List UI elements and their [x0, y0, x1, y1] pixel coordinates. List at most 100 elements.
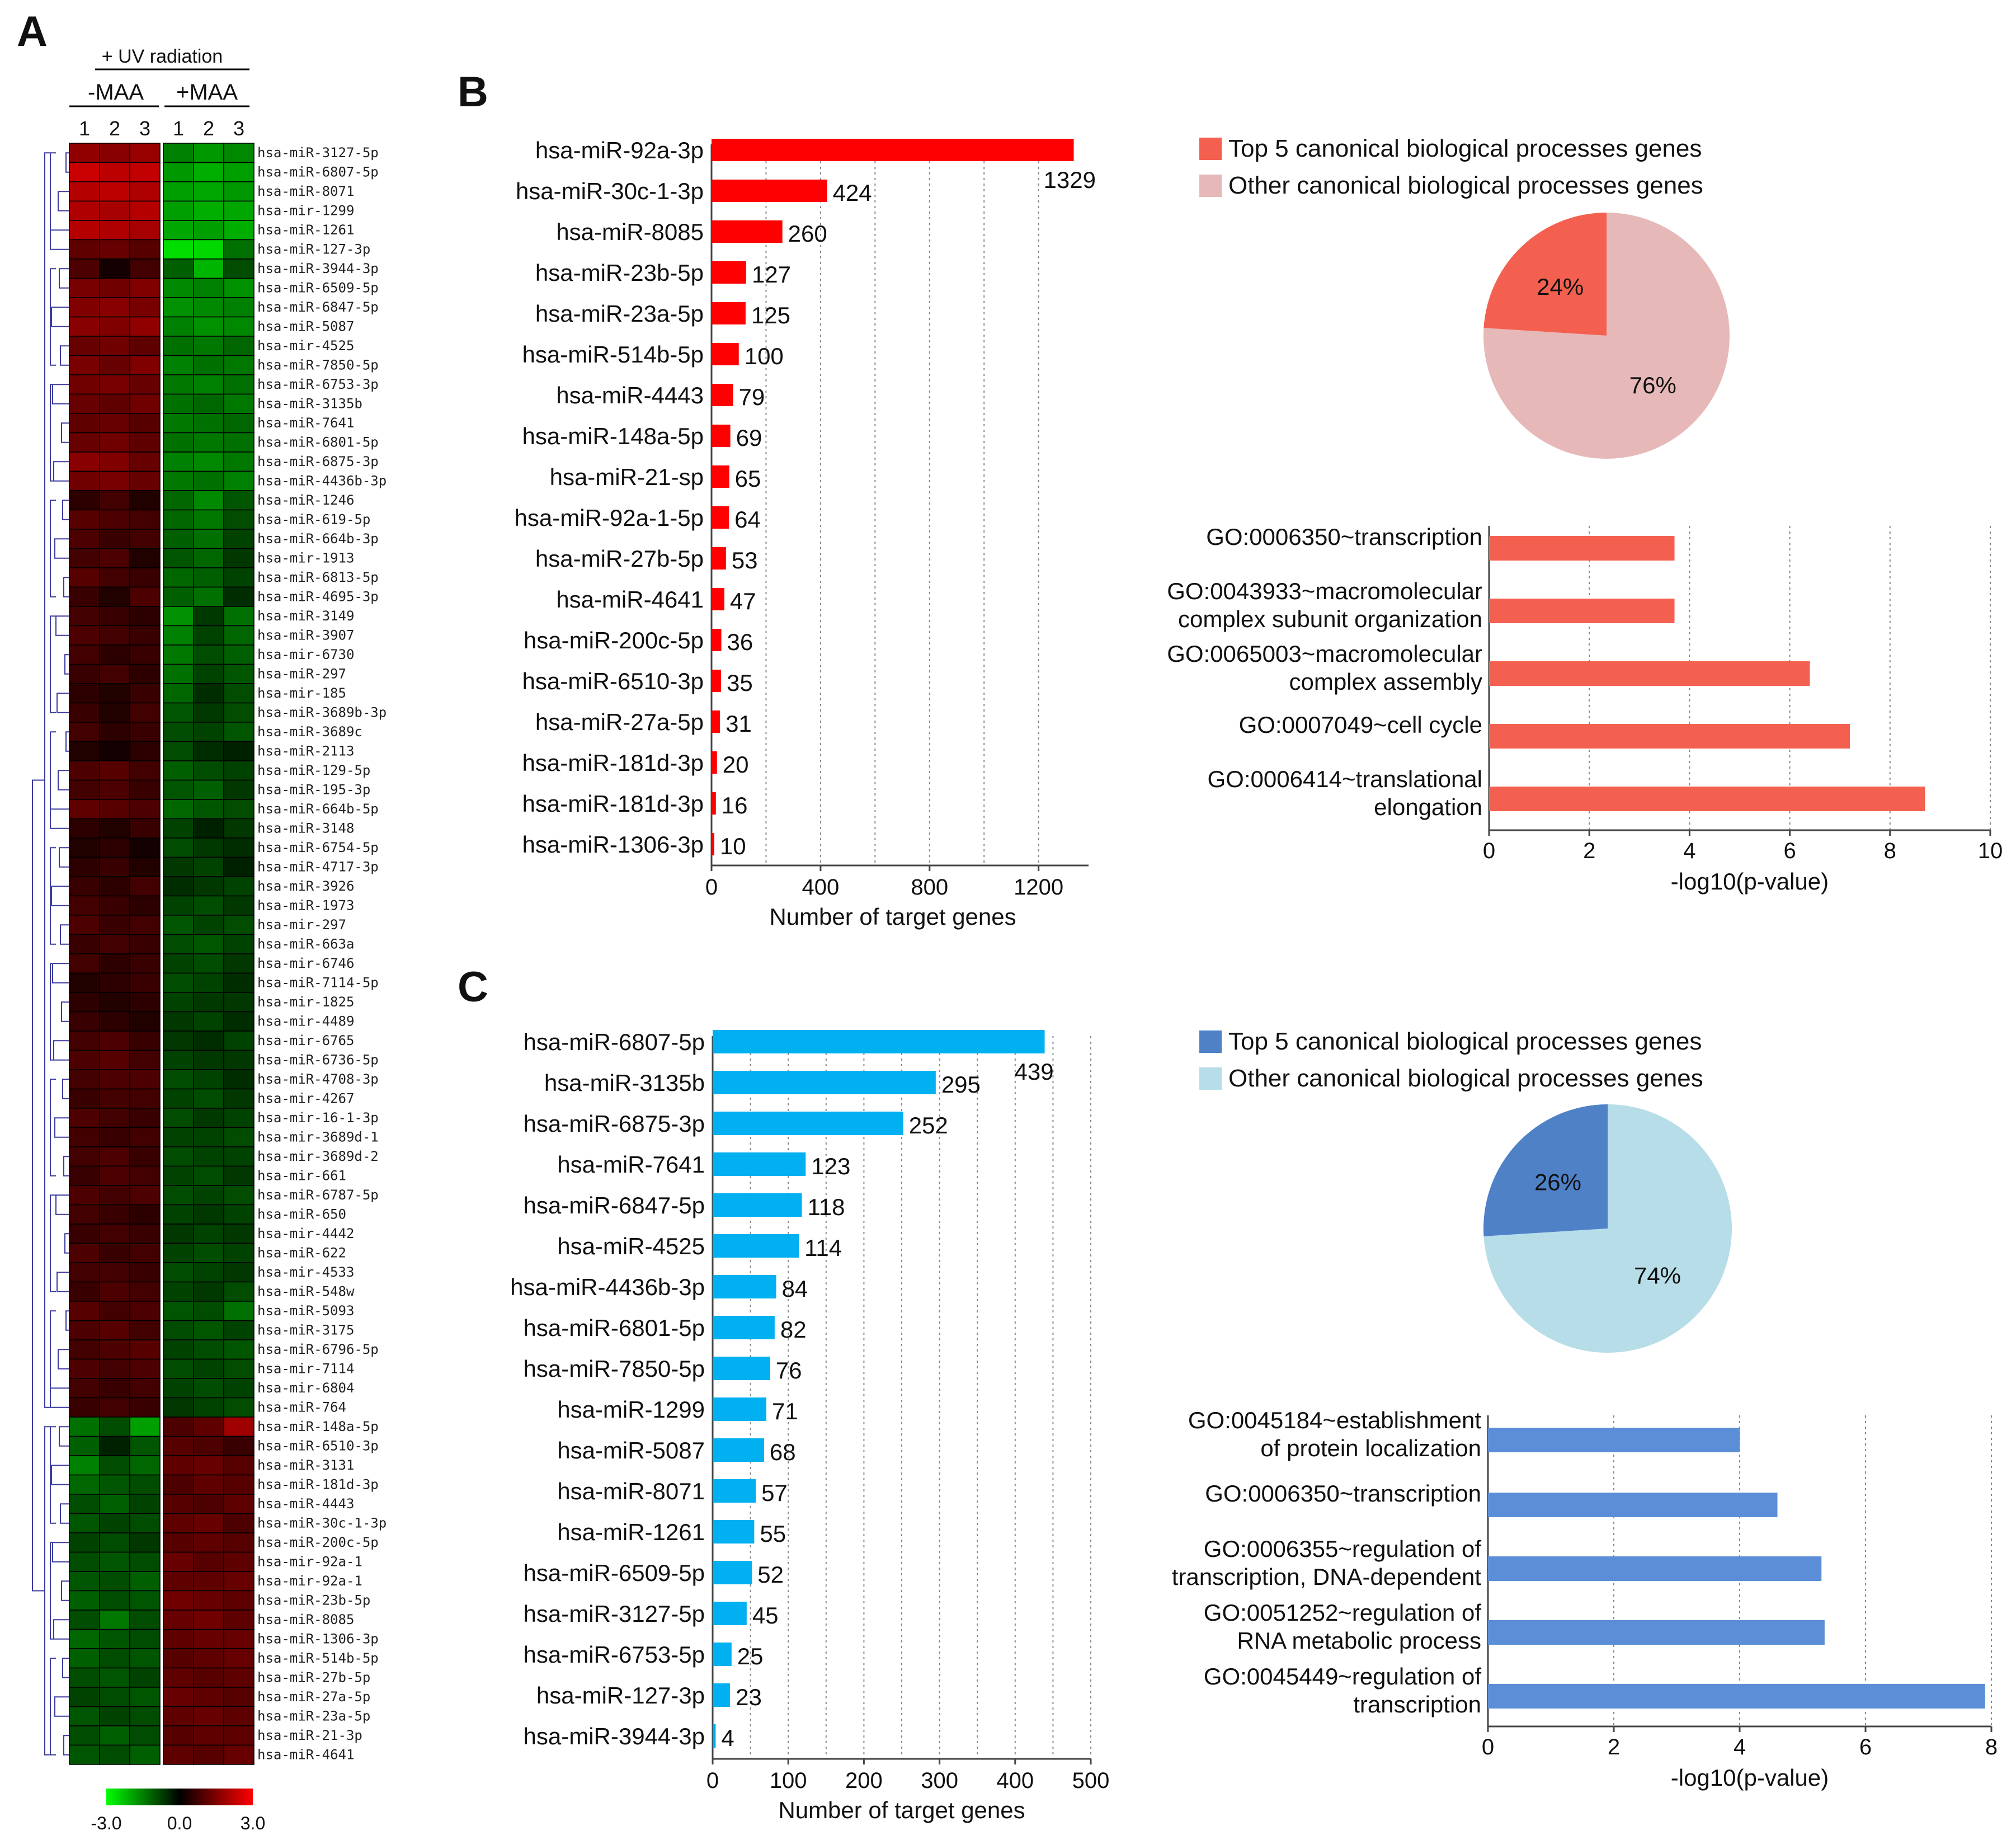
heatmap-cell — [129, 1146, 161, 1167]
heatmap-cell — [193, 934, 224, 954]
heatmap-cell — [223, 702, 255, 723]
heatmap-cell — [129, 162, 161, 182]
colorbar-max: 3.0 — [241, 1813, 265, 1833]
heatmap-cell — [163, 876, 194, 897]
heatmap-cell — [99, 1687, 130, 1707]
bar — [712, 180, 827, 202]
bar — [713, 1520, 755, 1543]
heatmap-cell — [69, 1397, 100, 1418]
value-label: 71 — [772, 1398, 798, 1424]
heatmap-cell — [69, 1358, 100, 1379]
replicate-label: 1 — [79, 117, 90, 140]
heatmap-cell — [193, 548, 224, 568]
heatmap-row-label: hsa-miR-181d-3p — [257, 1476, 379, 1492]
heatmap-row-label: hsa-miR-4708-3p — [257, 1071, 379, 1087]
heatmap-row-label: hsa-mir-661 — [257, 1168, 346, 1183]
heatmap-cell — [223, 220, 255, 241]
category-label: hsa-miR-4525 — [557, 1233, 705, 1259]
heatmap-row-label: hsa-miR-6510-3p — [257, 1438, 379, 1453]
heatmap-cell — [193, 1127, 224, 1147]
heatmap-cell — [99, 779, 130, 800]
heatmap-cell — [193, 1108, 224, 1128]
pie-slice — [1483, 213, 1607, 336]
value-label: 35 — [727, 670, 753, 696]
x-tick-label: 300 — [921, 1768, 958, 1793]
x-tick-label: 100 — [770, 1768, 807, 1793]
heatmap-cell — [193, 625, 224, 646]
bar — [712, 465, 729, 488]
bar — [713, 1438, 764, 1462]
heatmap-cell — [163, 490, 194, 511]
heatmap-cell — [223, 606, 255, 627]
category-label: hsa-miR-200c-5p — [524, 627, 704, 653]
heatmap-cell — [129, 1667, 161, 1688]
heatmap-cell — [129, 1030, 161, 1051]
heatmap-cell — [99, 683, 130, 704]
heatmap-cell — [193, 606, 224, 627]
panel-c-pie-chart: Top 5 canonical biological processes gen… — [1199, 1028, 1732, 1353]
legend-swatch — [1199, 1067, 1222, 1090]
heatmap-cell — [129, 1165, 161, 1186]
bar — [713, 1724, 716, 1748]
heatmap-cell — [223, 490, 255, 511]
heatmap-cell — [163, 895, 194, 916]
heatmap-cell — [99, 1474, 130, 1495]
heatmap-cell — [223, 1397, 255, 1418]
heatmap-cell — [223, 1532, 255, 1553]
heatmap-cell — [193, 953, 224, 974]
heatmap-cell — [163, 1687, 194, 1707]
heatmap-cell — [99, 1378, 130, 1399]
heatmap-cell — [223, 374, 255, 395]
heatmap-cell — [69, 355, 100, 375]
heatmap-cell — [69, 586, 100, 607]
heatmap-cell — [163, 432, 194, 453]
heatmap-cell — [69, 837, 100, 858]
heatmap-cell — [69, 857, 100, 877]
heatmap-cell — [99, 992, 130, 1013]
heatmap-cell — [99, 1204, 130, 1225]
heatmap-cell — [223, 1667, 255, 1688]
category-label: hsa-miR-6510-3p — [522, 668, 704, 694]
heatmap-cell — [163, 143, 194, 163]
heatmap-cell — [69, 1474, 100, 1495]
x-tick-label: 0 — [1482, 1735, 1494, 1759]
heatmap-cell — [163, 509, 194, 530]
heatmap-cell — [223, 1513, 255, 1533]
bar — [713, 1602, 747, 1625]
heatmap-cell — [163, 470, 194, 491]
heatmap-row-label: hsa-miR-297 — [257, 666, 346, 681]
x-tick-label: 500 — [1072, 1768, 1110, 1793]
heatmap-cell — [129, 953, 161, 974]
heatmap-cell — [193, 799, 224, 820]
heatmap-cell — [69, 1532, 100, 1553]
pie-percent-label: 74% — [1634, 1263, 1681, 1289]
heatmap-cell — [69, 1165, 100, 1186]
category-label: hsa-miR-21-sp — [550, 464, 704, 490]
bar — [1489, 599, 1675, 623]
category-label: complex subunit organization — [1178, 606, 1482, 632]
heatmap-cell — [129, 1532, 161, 1553]
heatmap-cell — [129, 915, 161, 935]
value-label: 36 — [727, 629, 753, 655]
heatmap-cell — [193, 1146, 224, 1167]
category-label: hsa-miR-1306-3p — [522, 831, 704, 858]
heatmap-cell — [163, 779, 194, 800]
value-label: 25 — [737, 1643, 764, 1669]
bar — [713, 1030, 1045, 1053]
heatmap-cell — [193, 336, 224, 356]
heatmap-cell — [163, 1301, 194, 1321]
heatmap-cell — [69, 162, 100, 182]
heatmap-cell — [99, 529, 130, 549]
heatmap-cell — [193, 432, 224, 453]
heatmap-cell — [99, 1339, 130, 1360]
category-label: transcription — [1353, 1691, 1481, 1717]
heatmap-row-label: hsa-mir-16-1-3p — [257, 1110, 379, 1126]
heatmap-cell — [223, 297, 255, 318]
heatmap-cell — [69, 683, 100, 704]
heatmap-cell — [99, 162, 130, 182]
heatmap-cell — [163, 1725, 194, 1746]
heatmap-cell — [129, 1339, 161, 1360]
x-tick-label: 400 — [996, 1768, 1034, 1793]
heatmap-cell — [223, 1165, 255, 1186]
